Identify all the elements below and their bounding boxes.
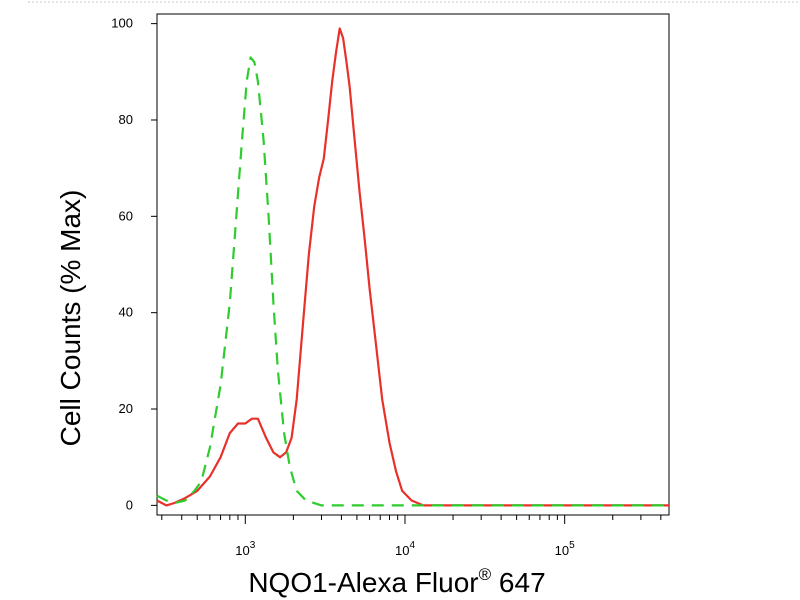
x-tick-label: 103 (235, 540, 255, 558)
x-tick-label-exponent: 4 (409, 540, 415, 551)
x-axis-ticks: 103 104 105 (161, 515, 662, 558)
y-tick-label: 60 (119, 208, 133, 223)
x-tick-label-base: 10 (395, 543, 409, 558)
y-tick-label: 100 (111, 16, 133, 31)
x-tick-label-base: 10 (235, 543, 249, 558)
x-tick-label-base: 10 (555, 543, 569, 558)
series-line-green-dashed (156, 56, 669, 507)
y-tick-label: 80 (119, 112, 133, 127)
x-tick-label-exponent: 3 (250, 540, 256, 551)
y-axis-ticks: 0 20 40 60 80 100 (111, 16, 157, 512)
y-tick-label: 20 (119, 401, 133, 416)
y-tick-label: 0 (126, 497, 133, 512)
series-layer (156, 27, 669, 507)
series-line-red-solid (156, 27, 669, 507)
x-tick-label-exponent: 5 (569, 540, 575, 551)
y-axis-title: Cell Counts (% Max) (55, 190, 86, 447)
x-axis-title-superscript: ® (479, 565, 492, 584)
x-axis-title: NQO1-Alexa Fluor® 647 (248, 565, 545, 598)
plot-frame (156, 13, 670, 516)
x-axis-title-main: NQO1-Alexa Fluor (248, 567, 478, 598)
x-tick-label: 105 (555, 540, 575, 558)
y-tick-label: 40 (119, 305, 133, 320)
x-tick-label: 104 (395, 540, 415, 558)
x-axis-title-suffix: 647 (491, 567, 546, 598)
